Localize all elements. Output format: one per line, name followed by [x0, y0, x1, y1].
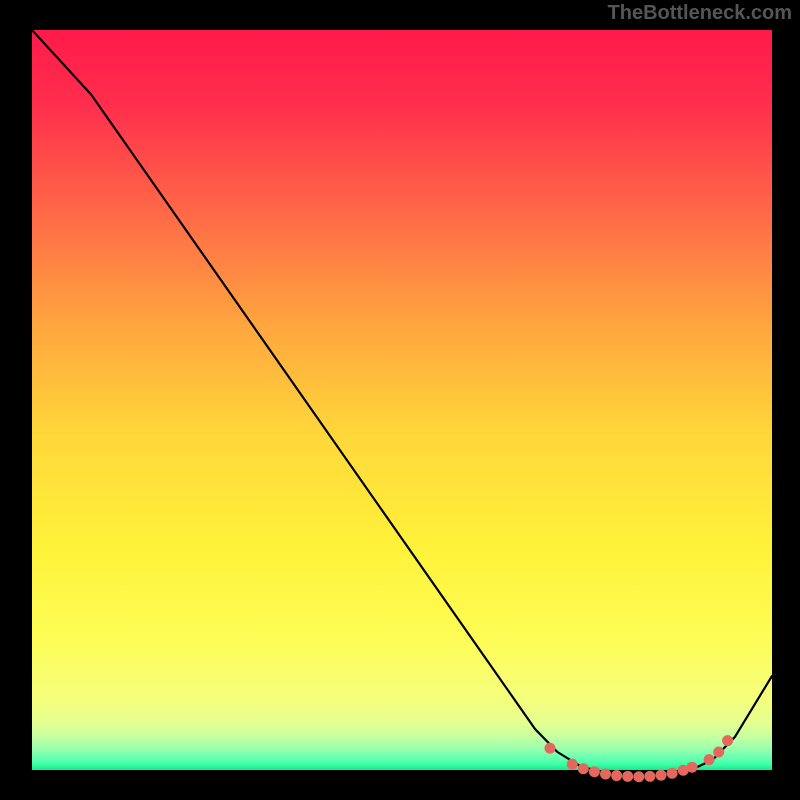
data-marker: [714, 747, 724, 757]
data-marker: [704, 755, 714, 765]
curve-layer: [32, 30, 772, 790]
data-marker: [634, 772, 644, 782]
data-marker: [687, 762, 697, 772]
data-marker: [612, 771, 622, 781]
chart-container: TheBottleneck.com: [0, 0, 800, 800]
data-marker: [567, 759, 577, 769]
marker-group: [545, 736, 733, 782]
plot-area: [32, 30, 772, 790]
data-marker: [601, 769, 611, 779]
bottleneck-curve: [32, 30, 772, 778]
data-marker: [667, 768, 677, 778]
data-marker: [589, 767, 599, 777]
data-marker: [623, 771, 633, 781]
data-marker: [578, 764, 588, 774]
data-marker: [656, 770, 666, 780]
data-marker: [645, 771, 655, 781]
attribution-text: TheBottleneck.com: [608, 2, 792, 25]
data-marker: [723, 736, 733, 746]
data-marker: [545, 743, 555, 753]
